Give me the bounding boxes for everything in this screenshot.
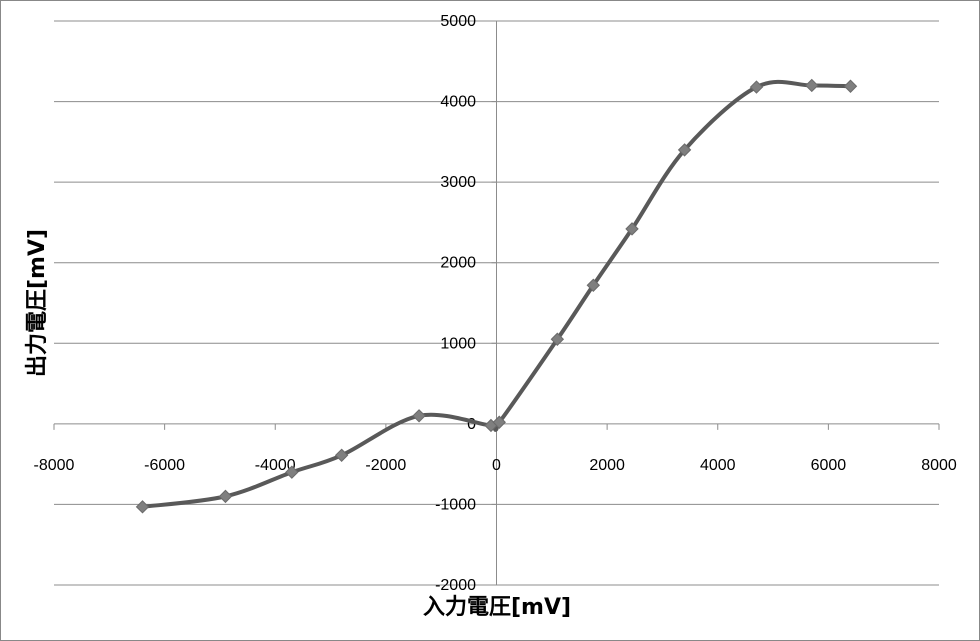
series bbox=[135, 78, 858, 514]
y-tick-label: 1000 bbox=[440, 335, 476, 352]
y-tick-labels: -2000 -1000 0 1000 2000 3000 4000 5000 bbox=[435, 13, 476, 594]
x-tick-label: -4000 bbox=[255, 457, 296, 474]
x-axis-title: 入力電圧[mV] bbox=[423, 595, 571, 620]
y-tick-label: 4000 bbox=[440, 94, 476, 111]
y-tick-label: 0 bbox=[467, 416, 476, 433]
data-point-marker bbox=[550, 332, 565, 346]
data-point-marker bbox=[586, 278, 601, 292]
data-point-marker bbox=[625, 222, 639, 236]
x-tick-label: 6000 bbox=[811, 457, 847, 474]
y-tick-label: -2000 bbox=[435, 577, 476, 594]
data-point-marker bbox=[805, 78, 819, 93]
y-tick-label: 5000 bbox=[440, 13, 476, 30]
x-tick-label: 2000 bbox=[589, 457, 625, 474]
data-point-marker bbox=[749, 80, 764, 94]
data-point-marker bbox=[412, 409, 426, 423]
data-point-marker bbox=[285, 465, 299, 479]
x-tick-label: -6000 bbox=[144, 457, 185, 474]
y-tick-label: 2000 bbox=[440, 255, 476, 272]
data-point-marker bbox=[218, 489, 233, 504]
x-tick-label: 8000 bbox=[921, 457, 957, 474]
data-point-marker bbox=[135, 500, 150, 514]
x-tick-label: 4000 bbox=[700, 457, 736, 474]
data-point-marker bbox=[843, 79, 858, 93]
x-tick-label: 0 bbox=[492, 457, 501, 474]
y-tick-label: 3000 bbox=[440, 174, 476, 191]
data-point-marker bbox=[334, 448, 349, 462]
x-tick-label: -2000 bbox=[365, 457, 406, 474]
x-tick-labels: -8000 -6000 -4000 -2000 0 2000 4000 6000 8000 bbox=[34, 457, 957, 474]
data-point-marker bbox=[492, 415, 506, 429]
x-tick-label: -8000 bbox=[34, 457, 75, 474]
data-point-marker bbox=[677, 143, 692, 157]
y-axis-title: 出力電圧[mV] bbox=[25, 229, 50, 377]
y-tick-label: -1000 bbox=[435, 496, 476, 513]
